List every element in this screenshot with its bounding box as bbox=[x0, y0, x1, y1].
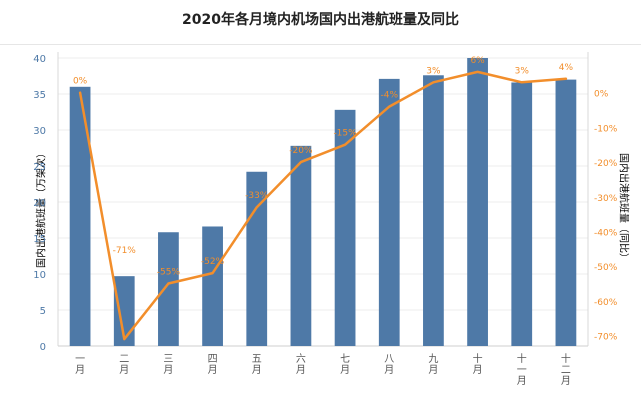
right-tick-label: -30% bbox=[594, 194, 618, 204]
right-tick-label: 0% bbox=[594, 90, 609, 100]
right-tick-label: -10% bbox=[594, 124, 618, 134]
right-tick-label: -50% bbox=[594, 263, 618, 273]
bar bbox=[467, 58, 488, 346]
left-tick-label: 5 bbox=[40, 306, 46, 317]
data-label: -33% bbox=[245, 191, 269, 201]
bar bbox=[334, 109, 356, 346]
data-label: -15% bbox=[333, 129, 357, 139]
right-tick-label: -40% bbox=[594, 228, 618, 238]
data-label: -71% bbox=[113, 246, 137, 256]
x-tick-label: 十月 bbox=[473, 352, 483, 376]
bar bbox=[113, 276, 135, 346]
left-tick-label: 10 bbox=[33, 270, 46, 281]
data-label: -4% bbox=[380, 91, 398, 101]
x-tick-label: 六月 bbox=[296, 353, 306, 376]
bar bbox=[202, 226, 223, 346]
chart-title: 2020年各月境内机场国内出港航班量及同比 bbox=[182, 12, 459, 28]
left-tick-label: 30 bbox=[33, 126, 46, 137]
x-tick-label: 八月 bbox=[384, 354, 394, 376]
x-tick-label: 十二月 bbox=[561, 352, 571, 387]
left-tick-label: 40 bbox=[33, 54, 46, 65]
bar bbox=[378, 78, 400, 346]
bar bbox=[69, 86, 91, 347]
data-label: 3% bbox=[426, 66, 441, 76]
x-tick-label: 九月 bbox=[428, 353, 438, 376]
x-tick-label: 五月 bbox=[252, 354, 262, 376]
data-label: 0% bbox=[73, 77, 88, 87]
bar bbox=[423, 75, 444, 346]
x-tick-label: 四月 bbox=[208, 354, 218, 376]
bar bbox=[511, 82, 533, 346]
left-tick-label: 25 bbox=[33, 162, 46, 173]
yoy-line bbox=[78, 70, 568, 341]
data-label: 3% bbox=[515, 66, 530, 76]
right-tick-label: -20% bbox=[594, 159, 618, 169]
bar bbox=[158, 232, 179, 346]
data-label: 4% bbox=[559, 63, 574, 73]
data-label: -52% bbox=[201, 257, 225, 267]
right-tick-label: -70% bbox=[594, 333, 618, 343]
left-tick-label: 35 bbox=[33, 90, 46, 101]
x-tick-label: 十一月 bbox=[517, 352, 527, 387]
left-tick-label: 0 bbox=[40, 342, 46, 353]
x-tick-label: 七月 bbox=[340, 353, 350, 376]
right-tick-label: -60% bbox=[594, 298, 618, 308]
x-tick-label: 三月 bbox=[163, 354, 173, 376]
x-tick-label: 二月 bbox=[119, 354, 129, 376]
bar bbox=[290, 145, 312, 346]
x-tick-label: 一月 bbox=[75, 354, 85, 376]
left-tick-label: 20 bbox=[33, 198, 46, 209]
data-label: 6% bbox=[470, 56, 485, 66]
bar bbox=[555, 79, 577, 346]
data-label: -20% bbox=[289, 146, 313, 156]
title-divider bbox=[0, 44, 641, 45]
left-tick-label: 15 bbox=[33, 234, 46, 245]
data-label: -55% bbox=[157, 268, 181, 278]
